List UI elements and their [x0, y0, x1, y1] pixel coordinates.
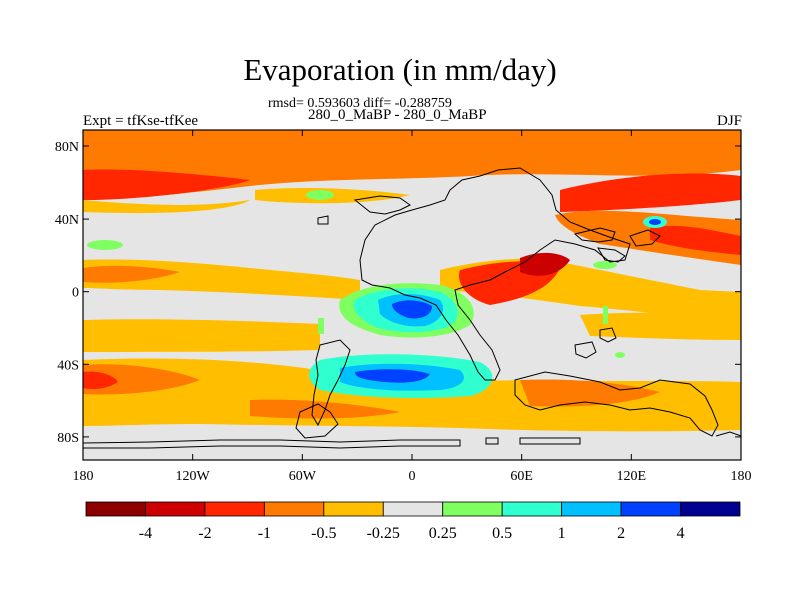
colorbar-swatch — [145, 501, 206, 517]
colorbar-swatch — [561, 501, 622, 517]
contour-field — [83, 130, 741, 460]
coastlines — [82, 167, 742, 449]
colorbar-label: -2 — [198, 525, 211, 542]
colorbar-label: -4 — [139, 525, 152, 542]
colorbar-swatch — [501, 501, 563, 517]
colorbar-swatch — [382, 501, 444, 517]
x-tick-label: 0 — [409, 469, 416, 484]
y-tick-label: 80S — [57, 431, 79, 446]
season-label: DJF — [716, 113, 742, 129]
plot-title: Evaporation (in mm/day) — [243, 52, 557, 87]
colorbar: -4 -2 -1 -0.5 -0.25 0.25 0.5 1 2 4 — [85, 501, 741, 542]
colorbar-swatch — [85, 501, 146, 517]
colorbar-swatch — [680, 501, 741, 517]
colorbar-label: 0.5 — [492, 525, 512, 542]
axis-ticks — [82, 130, 742, 460]
colorbar-label: 1 — [558, 525, 566, 542]
x-tick-label: 120E — [617, 469, 647, 484]
colorbar-label: 2 — [617, 525, 625, 542]
colorbar-label: 4 — [677, 525, 685, 542]
colorbar-label: 0.25 — [429, 525, 457, 542]
stats-text: rmsd= 0.593603 diff= -0.288759 — [268, 96, 452, 111]
y-tick-label: 40N — [55, 213, 79, 228]
x-tick-label: 60E — [510, 469, 533, 484]
y-tick-label: 40S — [57, 358, 79, 373]
colorbar-label: -0.5 — [311, 525, 336, 542]
x-tick-label: 60W — [289, 469, 317, 484]
y-tick-label: 0 — [72, 286, 79, 301]
colorbar-label: -1 — [258, 525, 271, 542]
experiment-subtitle: 280_0_MaBP - 280_0_MaBP — [308, 107, 487, 123]
colorbar-swatch — [442, 501, 503, 517]
y-axis-labels: 80N 40N 0 40S 80S — [55, 140, 79, 446]
colorbar-swatch — [620, 501, 681, 517]
experiment-label: Expt = tfKse-tfKee — [83, 113, 199, 129]
colorbar-swatch — [323, 501, 384, 517]
x-tick-label: 120W — [176, 469, 211, 484]
x-axis-labels: 180 120W 60W 0 60E 120E 180 — [73, 469, 752, 484]
colorbar-swatch — [263, 501, 325, 517]
x-tick-label: 180 — [73, 469, 94, 484]
x-tick-label: 180 — [731, 469, 752, 484]
colorbar-swatch — [204, 501, 265, 517]
y-tick-label: 80N — [55, 140, 79, 155]
colorbar-label: -0.25 — [367, 525, 400, 542]
